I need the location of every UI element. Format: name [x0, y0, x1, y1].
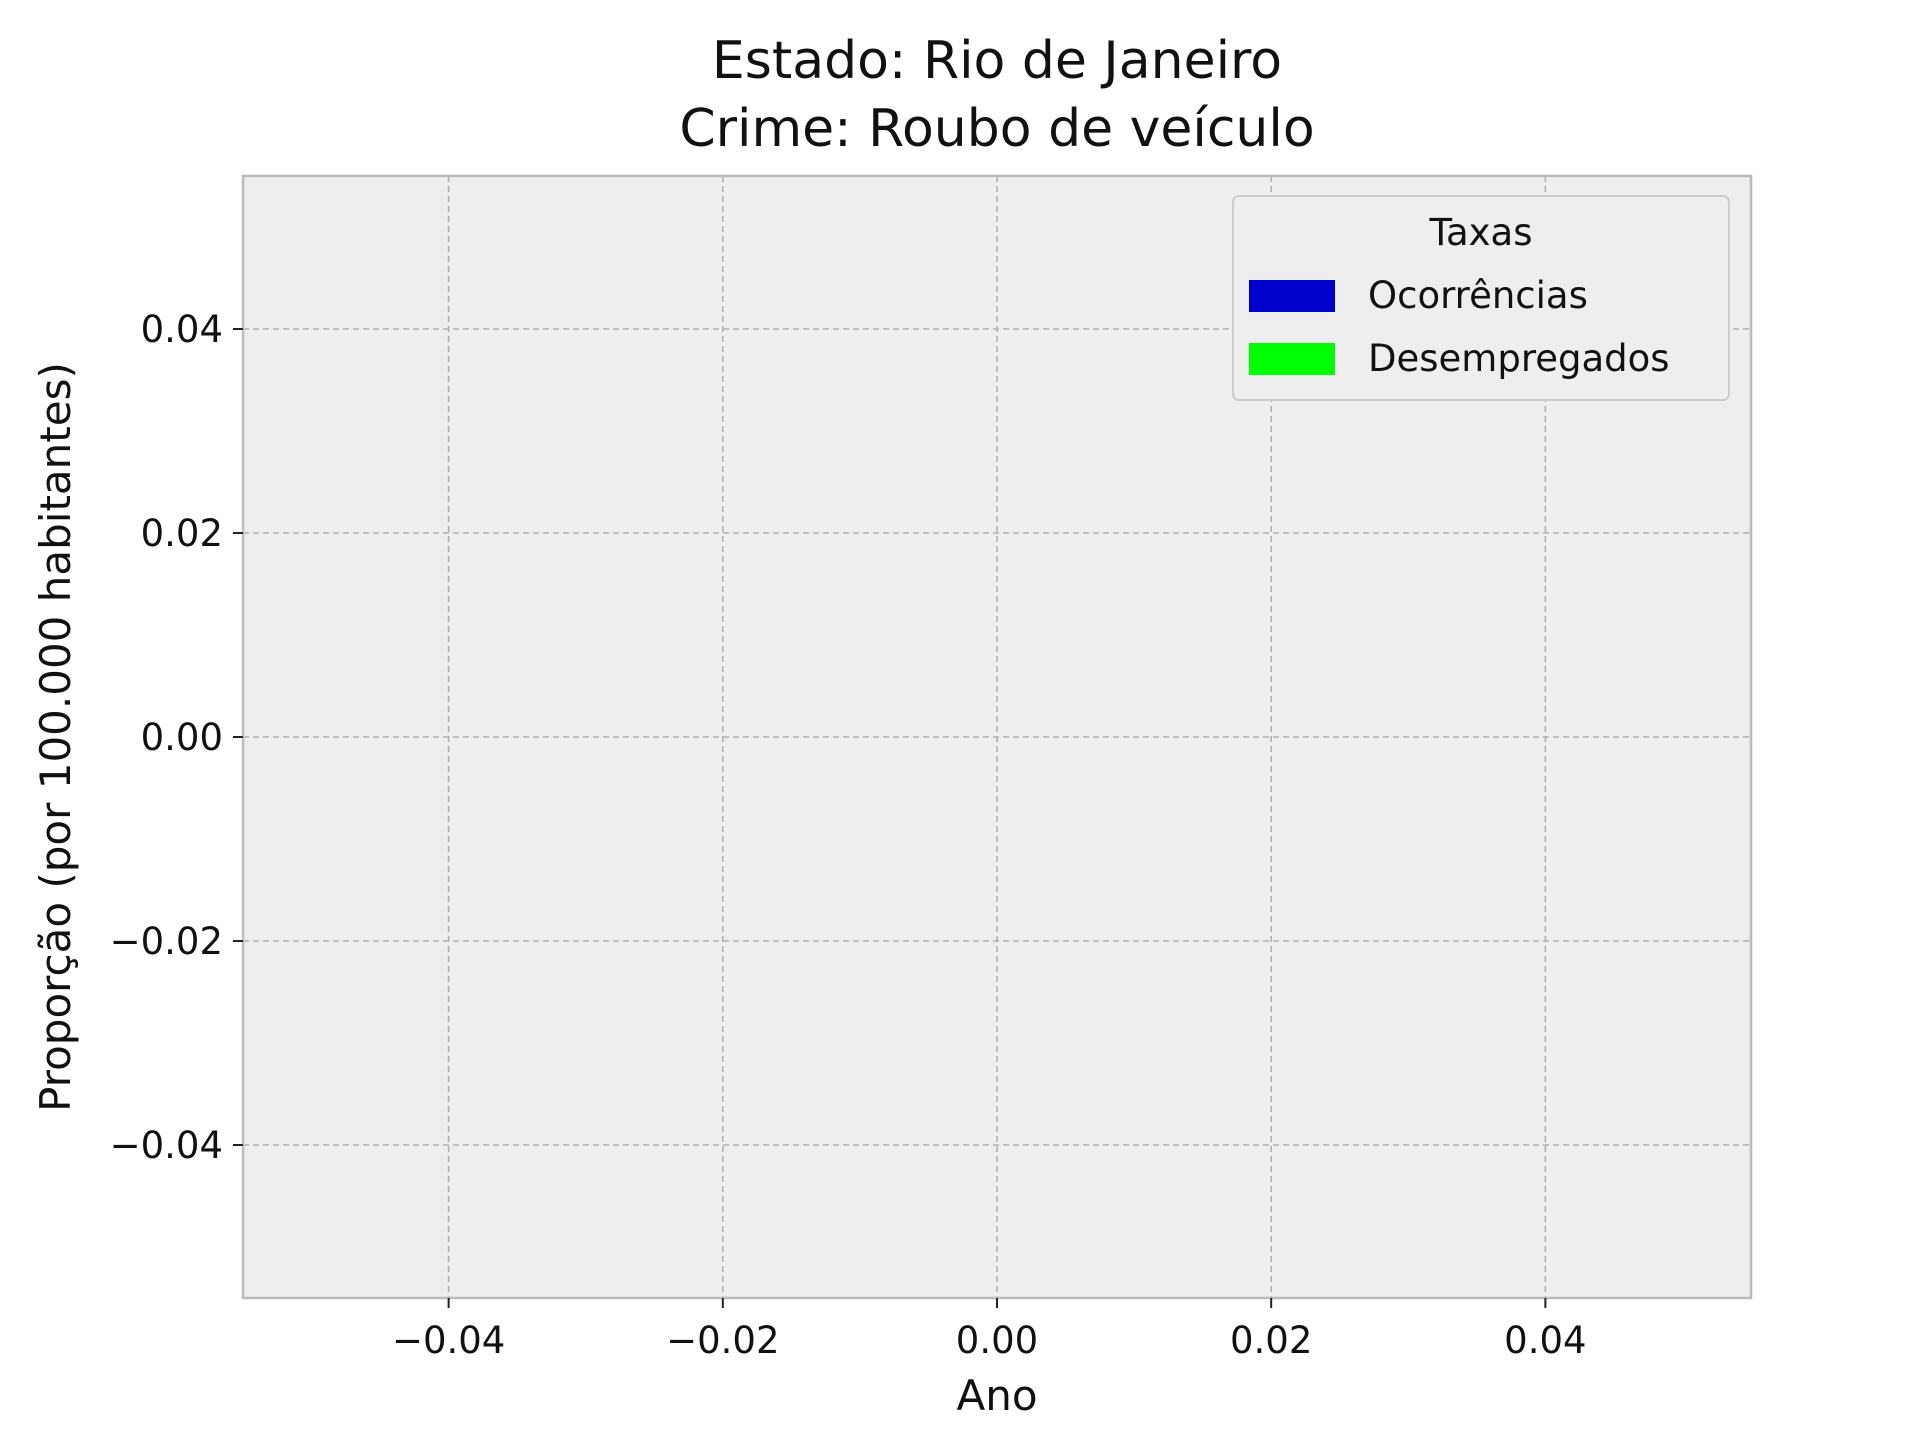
legend-swatch-ocorrencias	[1249, 280, 1335, 312]
y-tick-label: −0.02	[110, 920, 223, 963]
legend: Taxas Ocorrências Desempregados	[1232, 195, 1730, 401]
chart-title-line-1: Estado: Rio de Janeiro	[712, 31, 1282, 91]
y-axis-label: Proporção (por 100.000 habitantes)	[31, 362, 80, 1112]
x-tick-label: −0.04	[392, 1319, 505, 1362]
y-tick-label: 0.00	[141, 716, 223, 759]
axis-ticks: −0.04 −0.02 0.00 0.02 0.04 −0.04 −0.02 0.00 0.02…	[110, 308, 1587, 1362]
legend-box	[1232, 195, 1730, 401]
chart-title-line-2: Crime: Roubo de veículo	[679, 99, 1314, 159]
y-tick-label: 0.02	[141, 512, 223, 555]
legend-label-ocorrencias: Ocorrências	[1368, 274, 1588, 317]
legend-title: Taxas	[1429, 211, 1533, 254]
y-tick-label: 0.04	[141, 308, 223, 351]
legend-swatch-desempregados	[1249, 343, 1335, 375]
x-tick-label: 0.02	[1230, 1319, 1312, 1362]
legend-label-desempregados: Desempregados	[1368, 337, 1670, 380]
x-axis-label: Ano	[956, 1371, 1037, 1420]
x-tick-label: 0.00	[956, 1319, 1038, 1362]
x-tick-label: −0.02	[666, 1319, 779, 1362]
x-tick-label: 0.04	[1504, 1319, 1586, 1362]
y-tick-label: −0.04	[110, 1124, 223, 1167]
grid-lines	[243, 176, 1751, 1298]
